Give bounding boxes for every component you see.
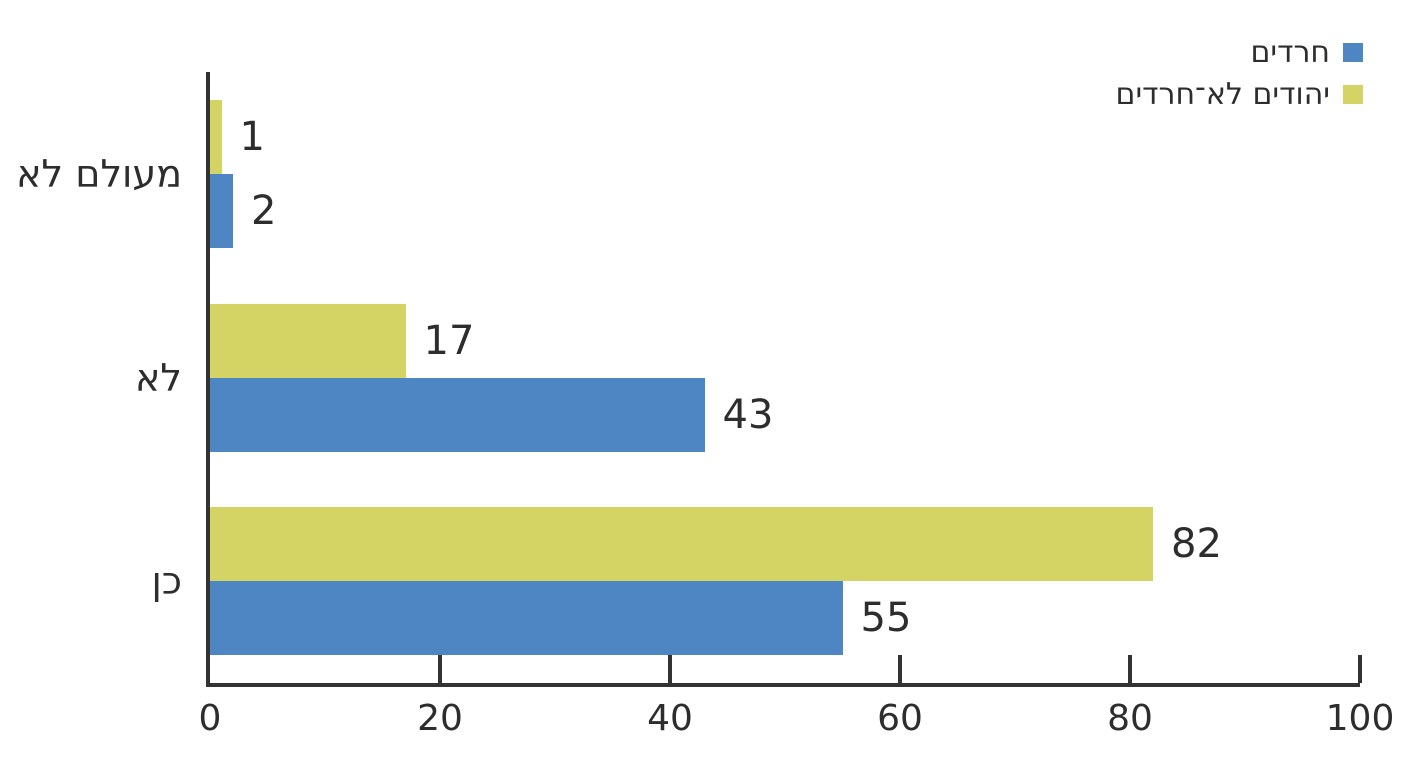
plot-area: 0 20 40 60 80 100 מעולם לא 1 2 לא 17 43 כן 82 55	[16, 72, 1394, 737]
bar-value-label: 43	[722, 391, 774, 438]
category-label: לא	[135, 355, 182, 400]
legend-item-haredim: חרדים	[1250, 36, 1363, 69]
y-axis-line	[206, 72, 210, 687]
bar-value-label: 82	[1171, 521, 1222, 568]
bar-non-haredi-jews	[210, 507, 1153, 582]
category-label: מעולם לא	[16, 151, 182, 196]
x-axis-tick	[1358, 655, 1362, 683]
x-axis-tick	[438, 655, 442, 683]
bar-haredim	[210, 377, 705, 452]
bar-value-label: 2	[251, 187, 277, 234]
category-label: כן	[151, 559, 182, 604]
x-axis-tick	[1128, 655, 1132, 683]
legend-label-non-haredi-jews: יהודים לא־חרדים	[1115, 77, 1330, 112]
bar-non-haredi-jews	[210, 303, 406, 378]
x-axis-tick	[668, 655, 672, 683]
bar-value-label: 17	[423, 317, 475, 364]
bar-haredim	[210, 581, 843, 656]
legend-label-haredim: חרדים	[1250, 35, 1330, 70]
legend-item-non-haredi-jews: יהודים לא־חרדים	[1116, 78, 1363, 111]
x-axis-tick	[898, 655, 902, 683]
bar-haredim	[210, 173, 233, 248]
legend-swatch-haredim-icon	[1343, 43, 1363, 62]
bar-value-label: 55	[860, 595, 912, 642]
x-axis-tick-label: 20	[417, 698, 463, 739]
x-axis-tick-label: 100	[1325, 698, 1395, 739]
legend-swatch-non-haredi-jews-icon	[1343, 85, 1363, 104]
x-axis-tick-label: 60	[877, 698, 923, 739]
legend: חרדים יהודים לא־חרדים	[1116, 36, 1363, 111]
bar-value-label: 1	[239, 113, 265, 160]
bar-non-haredi-jews	[210, 99, 222, 174]
x-axis-tick-label: 80	[1107, 698, 1153, 739]
x-axis-tick-label: 40	[647, 698, 693, 739]
x-axis-tick-label: 0	[198, 698, 222, 739]
x-axis-line	[206, 683, 1360, 687]
